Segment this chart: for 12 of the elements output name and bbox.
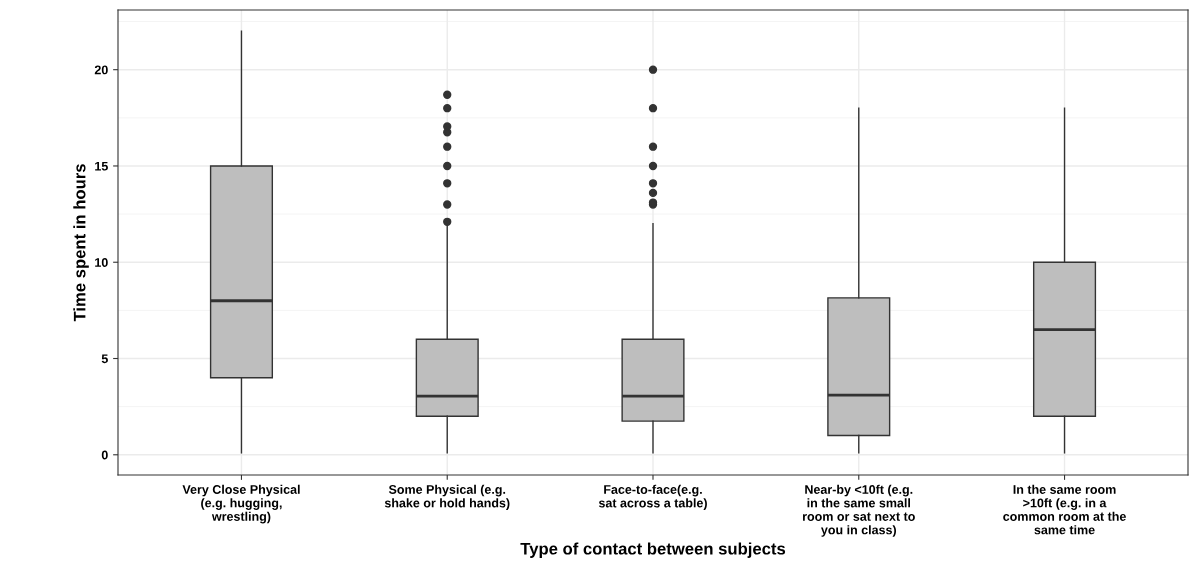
y-axis-title: Time spent in hours (73, 164, 89, 322)
y-tick-label: 10 (95, 258, 108, 267)
y-tick-label: 0 (101, 450, 108, 460)
y-tick-label: 15 (95, 161, 108, 171)
x-tick-label: Very Close Physical (e.g. hugging, wrestling) (182, 484, 300, 524)
x-tick-label: Face-to-face(e.g. sat across a table) (598, 484, 707, 510)
x-axis-title: Type of contact between subjects (520, 542, 786, 558)
y-tick-label: 20 (94, 65, 108, 75)
y-tick-label: 5 (101, 354, 108, 364)
x-tick-label: Some Physical (e.g. shake or hold hands) (384, 484, 510, 510)
x-tick-label: In the same room >10ft (e.g. in a common room at the same time (1003, 484, 1126, 535)
x-tick-label: Near-by <10ft (e.g. in the same small room or sat next to you in class) (802, 484, 915, 537)
